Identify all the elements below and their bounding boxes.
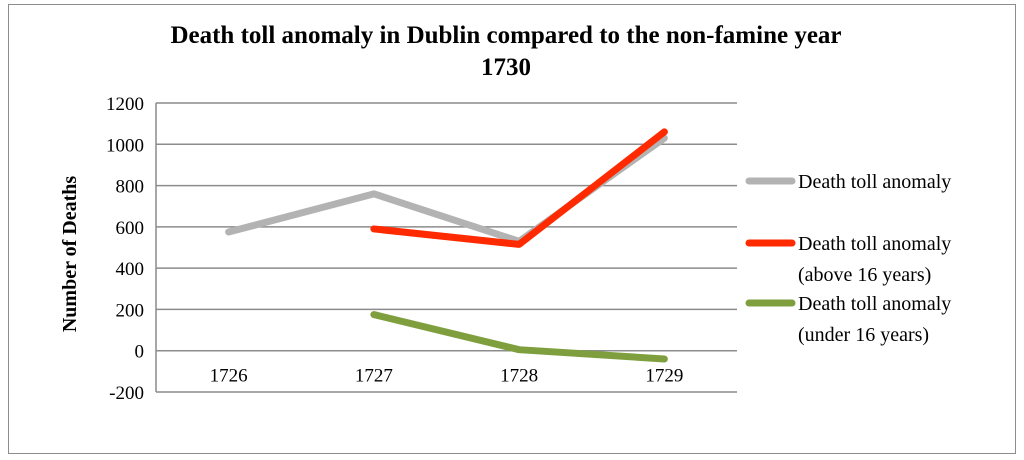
legend: Death toll anomaly Death toll anomaly (abo… xyxy=(745,171,951,346)
y-tick-label: 400 xyxy=(116,259,145,280)
x-tick-label: 1726 xyxy=(210,366,248,387)
series-line-2 xyxy=(370,128,668,248)
chart-title-line2: 1730 xyxy=(481,54,531,81)
chart-title-line1: Death toll anomaly in Dublin compared to… xyxy=(170,22,841,49)
x-tick-labels: 1726 1727 1728 1729 xyxy=(210,366,684,387)
legend-label: Death toll anomaly xyxy=(798,171,951,193)
series-lines xyxy=(225,128,668,363)
y-axis-label: Number of Deaths xyxy=(59,176,81,333)
x-tick-label: 1727 xyxy=(355,366,393,387)
y-tick-label: 0 xyxy=(135,342,145,363)
y-tick-label: -200 xyxy=(109,383,144,404)
legend-label: (under 16 years) xyxy=(798,324,929,346)
legend-label: Death toll anomaly xyxy=(798,293,951,315)
y-tick-label: 800 xyxy=(116,177,145,198)
y-tick-label: 1000 xyxy=(106,135,144,156)
y-tick-label: 1200 xyxy=(106,94,144,115)
y-tick-labels: -200 0 200 400 600 800 1000 1200 xyxy=(106,94,144,404)
y-tick-label: 600 xyxy=(116,218,145,239)
line-chart: Death toll anomaly in Dublin compared to… xyxy=(59,22,951,404)
y-tick-label: 200 xyxy=(116,300,145,321)
series-line-3 xyxy=(370,311,668,363)
x-tick-label: 1729 xyxy=(645,366,683,387)
x-tick-label: 1728 xyxy=(500,366,538,387)
legend-label: (above 16 years) xyxy=(798,264,931,286)
legend-label: Death toll anomaly xyxy=(798,233,951,255)
series-line-1 xyxy=(225,134,668,245)
chart-frame: Death toll anomaly in Dublin compared to… xyxy=(8,4,1016,454)
